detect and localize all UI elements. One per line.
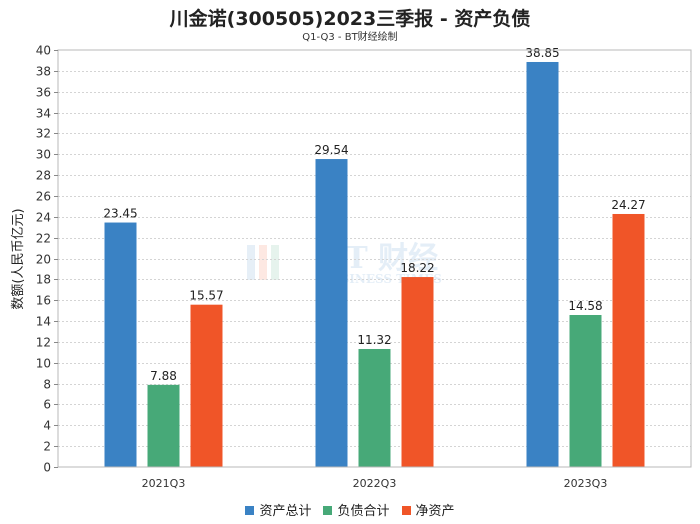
watermark-logo-bar xyxy=(271,245,279,280)
bar xyxy=(104,222,137,467)
chart-subtitle: Q1-Q3 - BT财经绘制 xyxy=(302,32,398,43)
data-label: 11.32 xyxy=(357,333,391,347)
data-label: 38.85 xyxy=(525,46,559,60)
bar xyxy=(526,61,559,468)
bars: 23.45 7.88 15.57 29.54 11.32 18.22 38.85 14.58 2… xyxy=(103,46,646,468)
y-tick-label: 40 xyxy=(36,44,51,58)
y-axis-label: 数额(人民币亿元) xyxy=(11,208,26,309)
y-tick-label: 38 xyxy=(36,65,51,79)
axes: 0246810121416182022242628303234363840202… xyxy=(36,44,692,490)
data-label: 24.27 xyxy=(611,198,645,212)
data-label: 7.88 xyxy=(150,369,177,383)
legend-item: 负债合计 xyxy=(323,500,390,519)
watermark-logo-bar xyxy=(247,245,255,280)
legend-label: 净资产 xyxy=(415,504,455,519)
x-tick-label: 2021Q3 xyxy=(142,477,186,490)
y-tick-label: 16 xyxy=(36,294,51,308)
data-label: 23.45 xyxy=(103,207,137,221)
y-tick-label: 30 xyxy=(36,148,51,162)
y-tick-label: 22 xyxy=(36,232,51,246)
data-label: 14.58 xyxy=(568,299,602,313)
legend-item: 净资产 xyxy=(401,500,455,519)
y-tick-label: 24 xyxy=(36,211,51,225)
y-tick-label: 4 xyxy=(43,419,51,433)
y-tick-label: 8 xyxy=(43,378,51,392)
bar xyxy=(612,213,645,467)
bar-chart: BT 财经 BUSINESS TIMES 23.457.8815.5729.54… xyxy=(11,44,692,490)
y-tick-label: 2 xyxy=(43,440,51,454)
plot-frame xyxy=(57,49,692,468)
bar xyxy=(190,304,223,467)
data-label: 15.57 xyxy=(189,289,223,303)
watermark-logo-bar xyxy=(259,245,267,280)
y-tick-label: 10 xyxy=(36,357,51,371)
y-tick-label: 14 xyxy=(36,315,51,329)
legend-swatch xyxy=(401,506,411,515)
y-tick-label: 32 xyxy=(36,127,51,141)
y-tick-label: 12 xyxy=(36,336,51,350)
bar xyxy=(569,315,602,467)
legend-label: 资产总计 xyxy=(259,504,312,519)
y-tick-label: 0 xyxy=(43,461,51,475)
bar xyxy=(358,348,391,467)
legend-swatch xyxy=(245,506,255,515)
legend-label: 负债合计 xyxy=(337,504,390,519)
data-label: 18.22 xyxy=(400,261,434,275)
chart-title: 川金诺(300505)2023三季报 - 资产负债 xyxy=(169,8,531,30)
y-tick-label: 36 xyxy=(36,86,51,100)
y-tick-label: 6 xyxy=(43,398,51,412)
legend-swatch xyxy=(323,506,333,515)
legend: 资产总计 负债合计 净资产 xyxy=(0,500,700,519)
y-tick-label: 20 xyxy=(36,253,51,267)
y-tick-label: 26 xyxy=(36,190,51,204)
data-label: 29.54 xyxy=(314,143,348,157)
x-tick-label: 2023Q3 xyxy=(564,477,608,490)
y-tick-label: 28 xyxy=(36,169,51,183)
bar xyxy=(147,384,180,467)
y-tick-label: 34 xyxy=(36,107,51,121)
legend-item: 资产总计 xyxy=(245,500,311,519)
bar xyxy=(401,277,434,467)
x-tick-label: 2022Q3 xyxy=(353,477,397,490)
bar xyxy=(315,159,348,467)
y-tick-label: 18 xyxy=(36,273,51,287)
